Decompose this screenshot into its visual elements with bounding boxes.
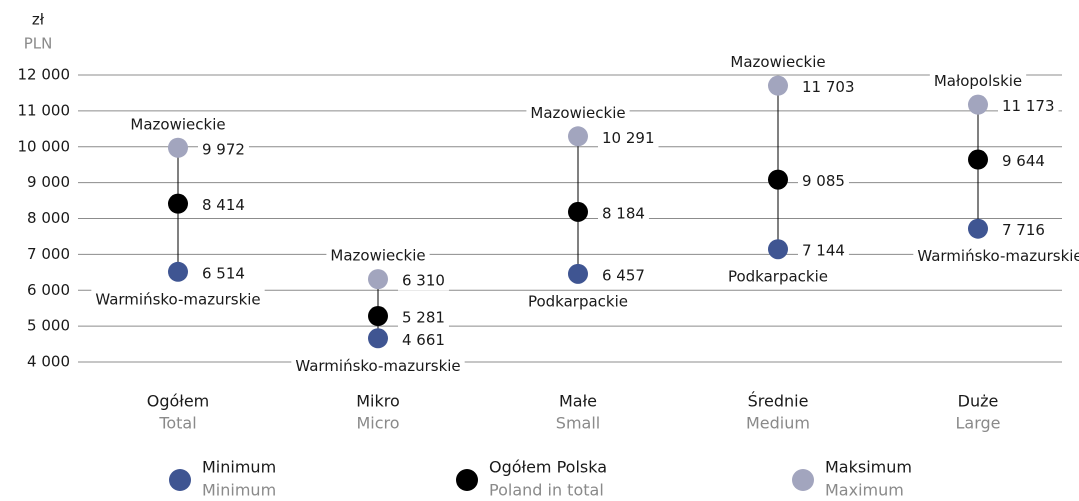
legend-marker [169,469,191,491]
legend-label: Ogółem Polska [489,458,607,477]
legend-label-en: Maximum [825,481,904,500]
y-tick-label: 9 000 [27,173,70,191]
label-bg [198,139,249,160]
y-tick-label: 10 000 [18,137,71,155]
y-tick-label: 7 000 [27,245,70,263]
legend-marker [456,469,478,491]
dot [168,261,188,282]
value-label: 9 085 [802,172,845,190]
dot [968,218,988,239]
legend-label: Maksimum [825,458,912,477]
legend-label-en: Poland in total [489,481,604,500]
dot [968,149,988,170]
label-bg [726,52,830,73]
label-bg [198,195,249,216]
dot [768,75,788,96]
dot [568,263,588,284]
min-region-label: Podkarpackie [528,292,628,310]
min-region-label: Warmińsko-mazurskie [917,247,1079,265]
label-bg [398,329,449,350]
category-label: Mikro [356,392,400,411]
y-tick-label: 5 000 [27,317,70,335]
dot [368,306,388,327]
category-label-en: Total [158,414,196,433]
dot [968,94,988,115]
dot [768,169,788,190]
value-label: 9 972 [202,140,245,158]
value-label: 7 144 [802,242,845,260]
category-label-en: Large [955,414,1000,433]
label-bg [398,270,449,291]
label-bg [598,127,659,148]
dot [368,269,388,290]
value-label: 9 644 [1002,152,1045,170]
category-label: Średnie [748,392,809,411]
max-region-label: Mazowieckie [130,115,225,133]
y-tick-label: 4 000 [27,353,70,371]
legend-marker [792,469,814,491]
value-label: 6 514 [202,264,245,282]
max-region-label: Małopolskie [934,72,1022,90]
min-region-label: Podkarpackie [728,268,828,286]
y-tick-label: 12 000 [18,66,71,84]
value-label: 10 291 [602,129,655,147]
label-bg [91,289,265,310]
legend-label: Minimum [202,458,276,477]
value-label: 6 310 [402,272,445,290]
label-bg [526,102,630,123]
value-label: 11 173 [1002,97,1055,115]
label-bg [998,96,1059,117]
label-bg [291,355,465,376]
label-bg [929,71,1027,92]
dot [768,239,788,260]
min-region-label: Warmińsko-mazurskie [295,357,460,375]
value-label: 7 716 [1002,221,1045,239]
label-bg [598,203,649,224]
dot [168,137,188,158]
dot [568,201,588,222]
label-bg [126,114,230,135]
label-bg [998,220,1049,241]
category-label-en: Medium [746,414,810,433]
value-label: 11 703 [802,78,855,96]
unit-label: zł [32,11,45,29]
category-label: Duże [958,392,999,411]
category-label: Małe [559,392,597,411]
value-label: 5 281 [402,309,445,327]
label-bg [723,266,833,287]
legend-label-en: Minimum [202,481,276,500]
label-bg [198,263,249,284]
label-bg [798,240,849,261]
category-label-en: Small [556,414,600,433]
y-tick-label: 8 000 [27,209,70,227]
label-bg [523,291,633,312]
value-label: 8 414 [202,196,245,214]
max-region-label: Mazowieckie [730,53,825,71]
value-label: 4 661 [402,331,445,349]
label-bg [326,245,430,266]
label-bg [913,246,1079,267]
max-region-label: Mazowieckie [330,247,425,265]
category-label: Ogółem [147,392,210,411]
label-bg [398,307,449,328]
max-region-label: Mazowieckie [530,104,625,122]
y-tick-label: 6 000 [27,281,70,299]
min-region-label: Warmińsko-mazurskie [95,290,260,308]
label-bg [598,265,649,286]
label-bg [998,151,1049,172]
value-label: 6 457 [602,266,645,284]
label-bg [798,171,849,192]
value-label: 8 184 [602,204,645,222]
dot [168,193,188,214]
category-label-en: Micro [356,414,399,433]
y-tick-label: 11 000 [18,101,71,119]
dot [368,328,388,349]
unit-label-en: PLN [24,35,53,53]
dot [568,126,588,147]
label-bg [798,77,859,98]
